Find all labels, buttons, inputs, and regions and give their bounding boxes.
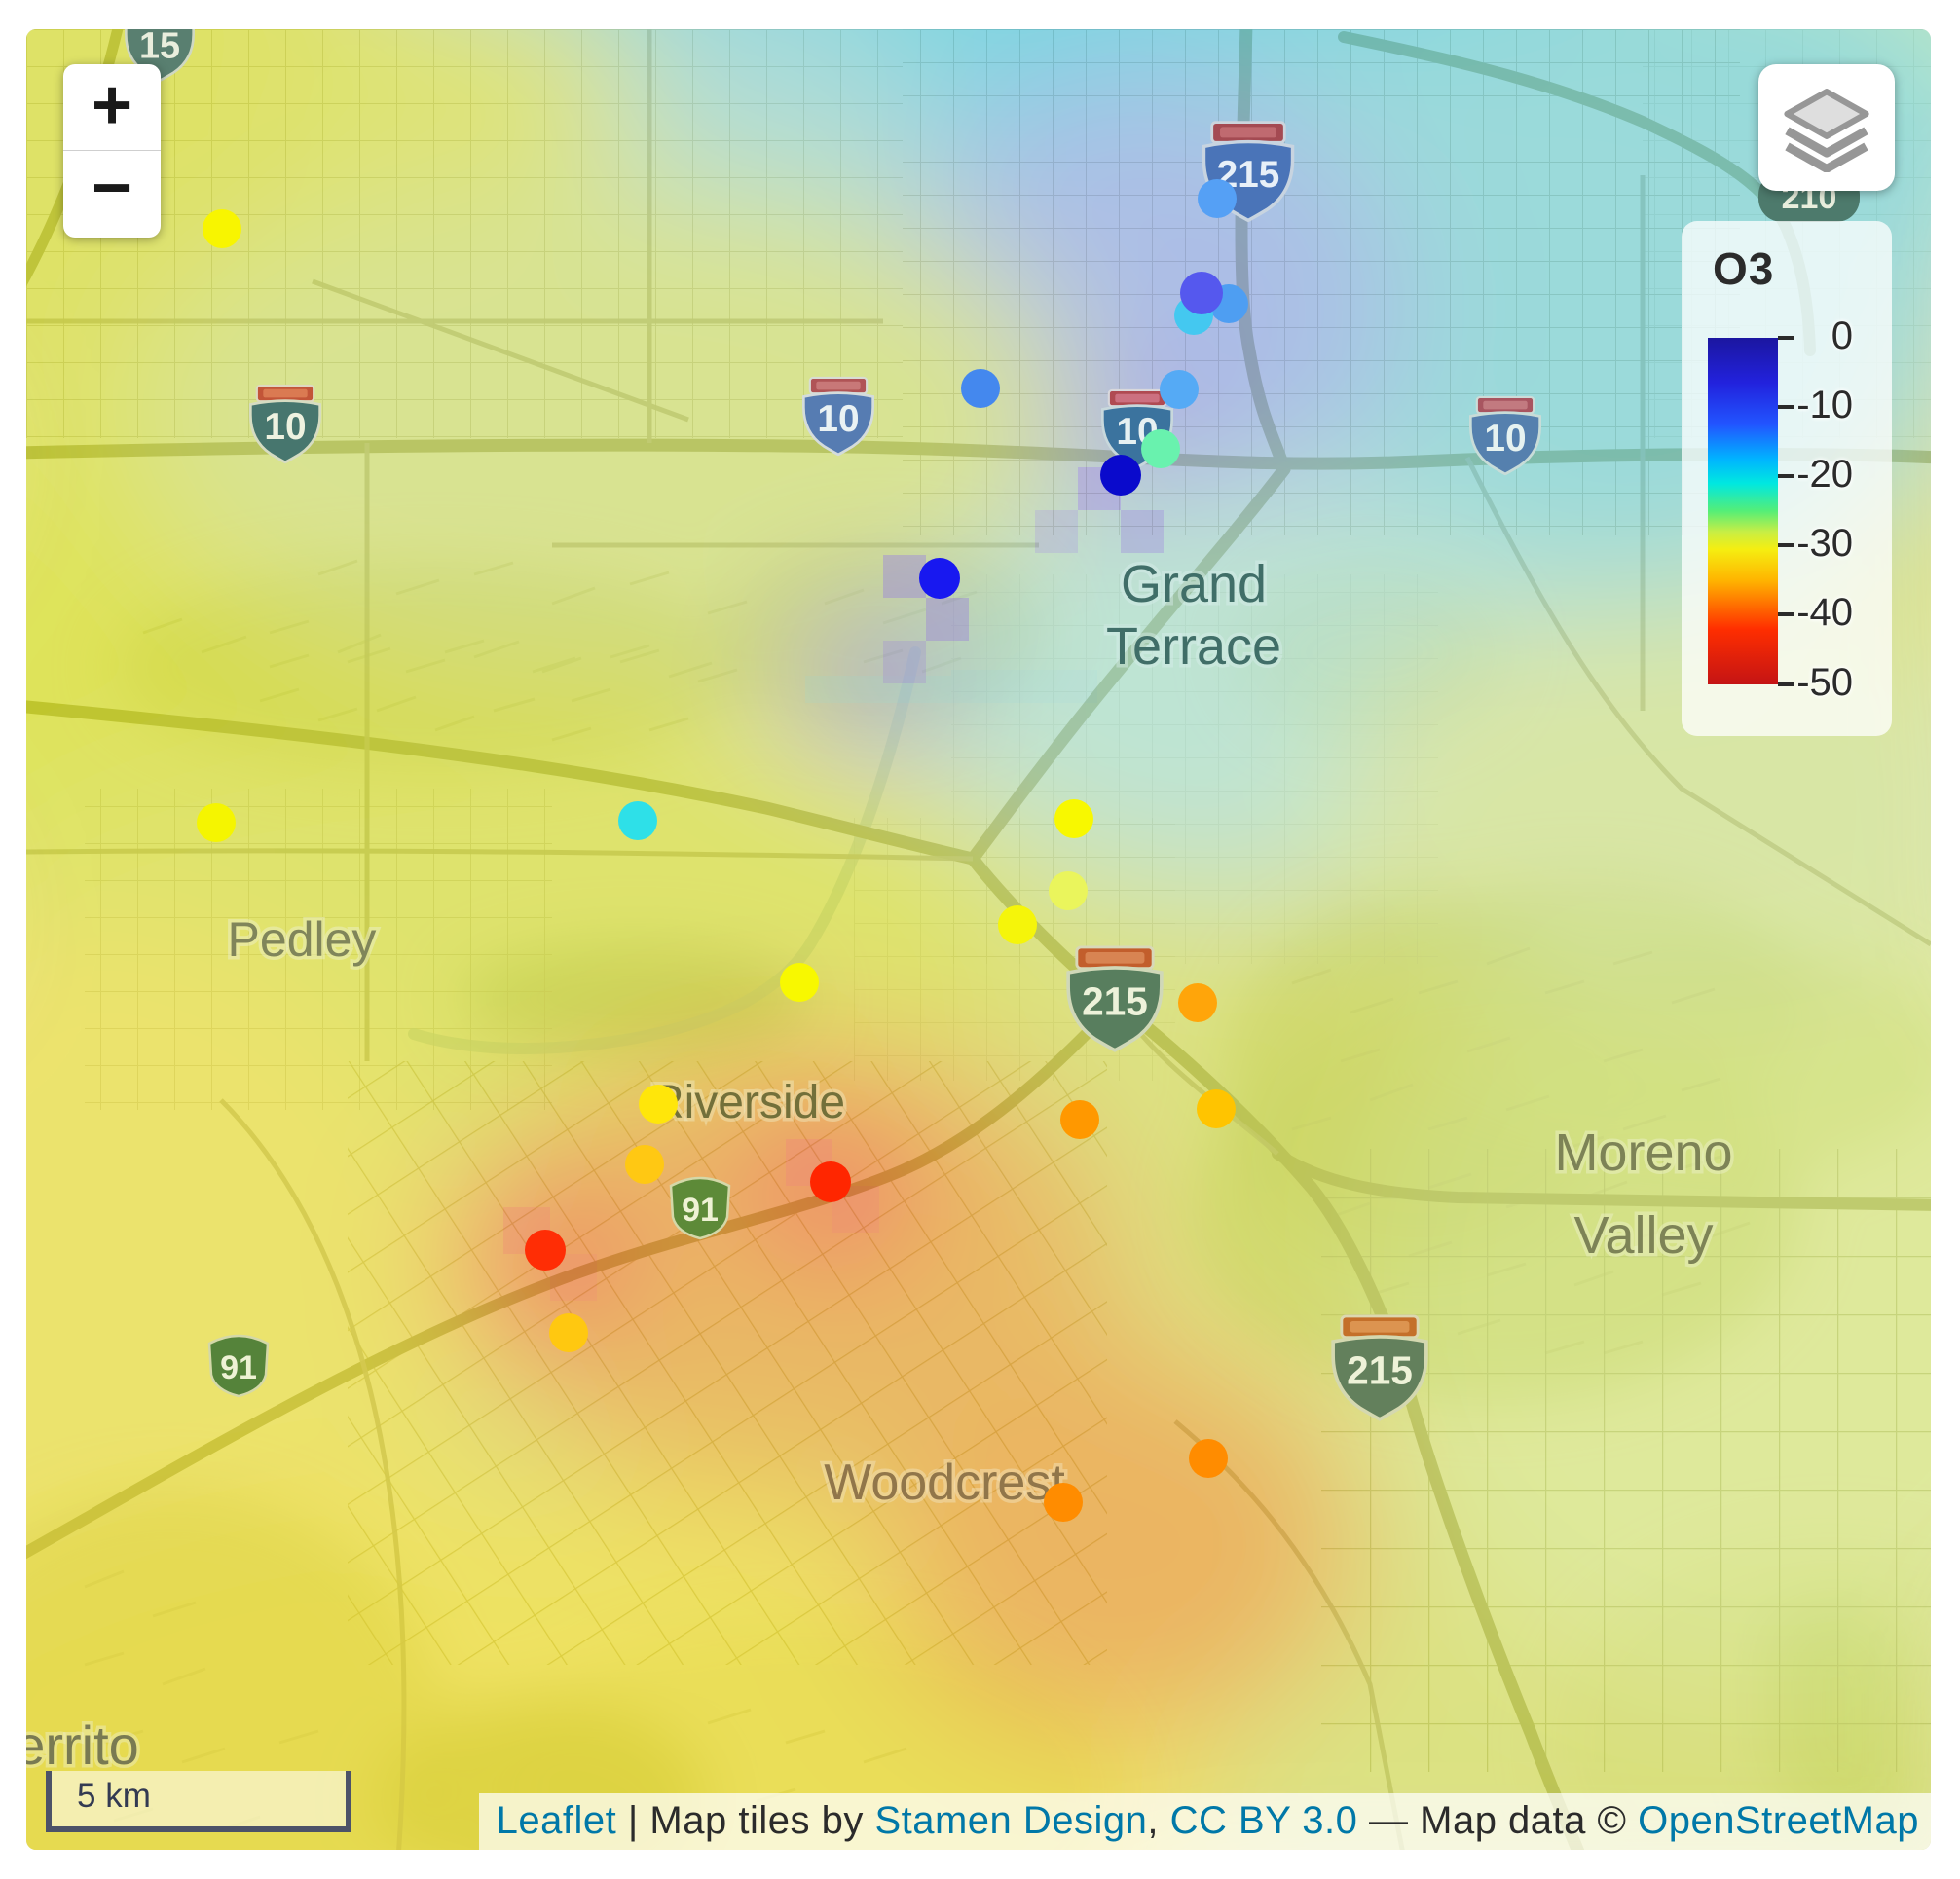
- svg-text:Terrace: Terrace: [1106, 617, 1281, 676]
- svg-text:10: 10: [264, 406, 306, 448]
- svg-text:215: 215: [1082, 979, 1148, 1024]
- svg-text:91: 91: [682, 1192, 719, 1229]
- svg-text:errito: errito: [26, 1714, 139, 1776]
- svg-text:10: 10: [1484, 418, 1526, 460]
- svg-text:15: 15: [139, 29, 180, 67]
- svg-text:215: 215: [1347, 1348, 1413, 1393]
- svg-text:91: 91: [220, 1349, 257, 1386]
- svg-text:Grand: Grand: [1121, 555, 1267, 613]
- svg-text:Moreno: Moreno: [1554, 1124, 1732, 1182]
- svg-text:Valley: Valley: [1573, 1206, 1713, 1265]
- svg-text:Pedley: Pedley: [228, 912, 377, 967]
- svg-text:Riverside: Riverside: [650, 1077, 845, 1128]
- svg-text:10: 10: [817, 398, 859, 440]
- svg-text:Woodcrest: Woodcrest: [824, 1455, 1065, 1511]
